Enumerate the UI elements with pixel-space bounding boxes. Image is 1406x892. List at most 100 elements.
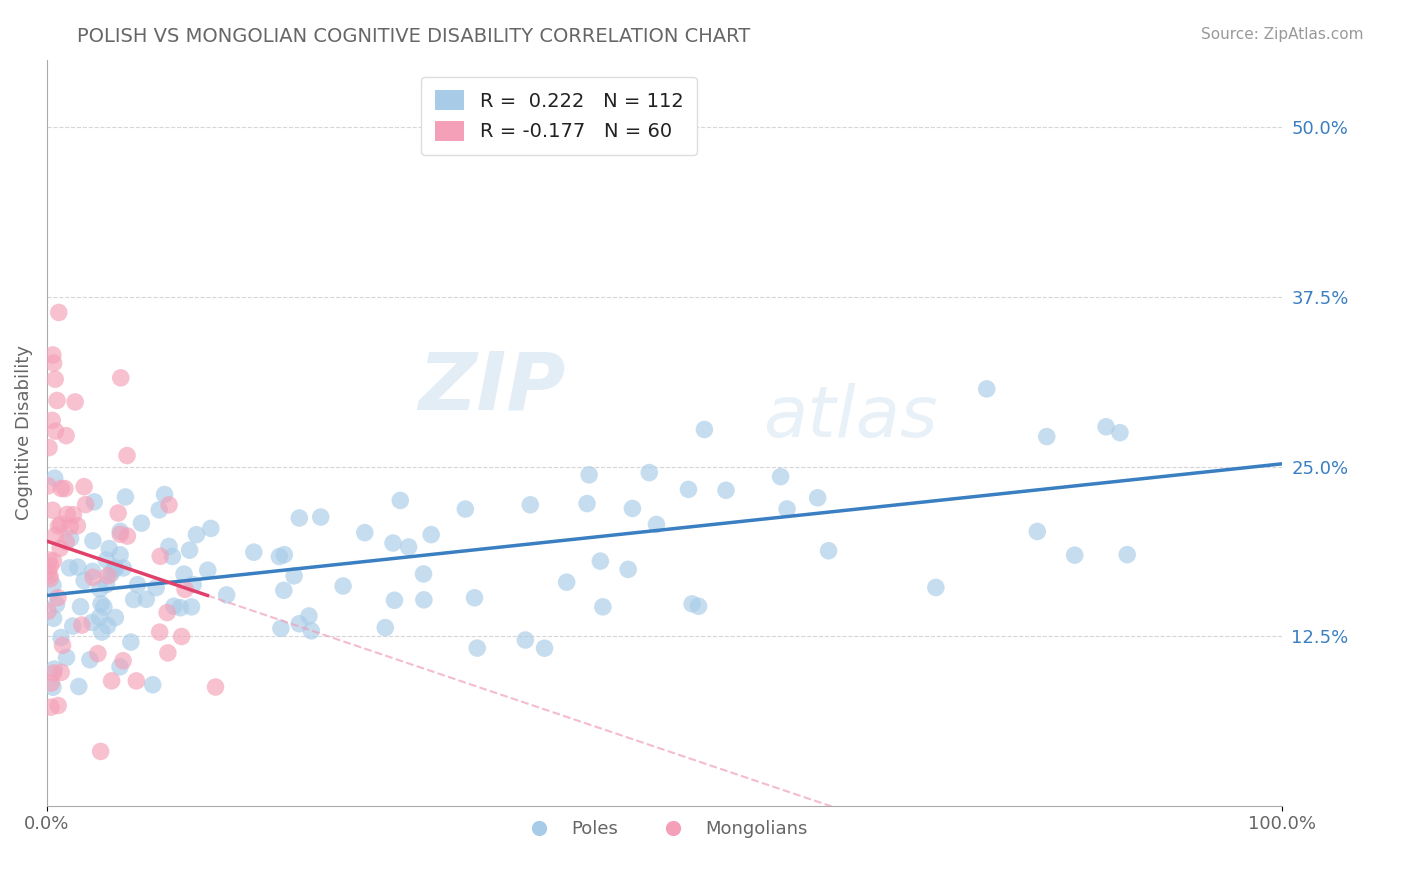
Point xyxy=(1095,419,1118,434)
Legend: Poles, Mongolians: Poles, Mongolians xyxy=(513,813,814,846)
Point xyxy=(817,543,839,558)
Point xyxy=(135,592,157,607)
Point xyxy=(463,591,485,605)
Point xyxy=(48,519,70,533)
Point xyxy=(108,660,131,674)
Point xyxy=(97,568,120,582)
Point xyxy=(63,395,86,409)
Point xyxy=(103,563,125,577)
Point xyxy=(49,517,72,532)
Point xyxy=(638,466,661,480)
Point xyxy=(87,647,110,661)
Point xyxy=(145,581,167,595)
Point xyxy=(75,498,97,512)
Point xyxy=(533,641,555,656)
Point xyxy=(215,588,238,602)
Point xyxy=(38,568,60,582)
Point xyxy=(117,529,139,543)
Text: ZIP: ZIP xyxy=(418,349,565,427)
Point xyxy=(97,618,120,632)
Point xyxy=(127,577,149,591)
Point xyxy=(174,582,197,597)
Point xyxy=(1116,548,1139,562)
Point xyxy=(181,577,204,591)
Point xyxy=(49,631,72,645)
Point xyxy=(515,633,537,648)
Point xyxy=(89,582,111,596)
Point xyxy=(66,518,89,533)
Point xyxy=(55,535,77,549)
Point xyxy=(420,527,443,541)
Point xyxy=(46,591,69,605)
Point xyxy=(41,503,63,517)
Point xyxy=(93,599,115,614)
Point xyxy=(37,479,59,493)
Point xyxy=(157,498,180,512)
Point xyxy=(42,680,65,694)
Point xyxy=(38,441,60,455)
Point xyxy=(53,482,76,496)
Point xyxy=(41,413,63,427)
Point xyxy=(48,305,70,319)
Point xyxy=(299,624,322,638)
Point xyxy=(148,503,170,517)
Point xyxy=(46,393,69,408)
Point xyxy=(100,566,122,581)
Point xyxy=(62,508,84,522)
Point xyxy=(96,553,118,567)
Point xyxy=(519,498,541,512)
Point xyxy=(104,561,127,575)
Point xyxy=(37,604,59,618)
Point xyxy=(243,545,266,559)
Point xyxy=(807,491,830,505)
Point xyxy=(283,569,305,583)
Point xyxy=(110,527,132,541)
Point xyxy=(288,511,311,525)
Point xyxy=(82,564,104,578)
Point xyxy=(384,593,406,607)
Point xyxy=(309,510,332,524)
Point xyxy=(58,561,80,575)
Point xyxy=(197,563,219,577)
Point xyxy=(454,502,477,516)
Point xyxy=(42,554,65,568)
Point xyxy=(412,566,434,581)
Point xyxy=(142,678,165,692)
Point xyxy=(82,533,104,548)
Point xyxy=(353,525,375,540)
Point xyxy=(110,371,132,385)
Point xyxy=(98,541,121,556)
Text: POLISH VS MONGOLIAN COGNITIVE DISABILITY CORRELATION CHART: POLISH VS MONGOLIAN COGNITIVE DISABILITY… xyxy=(77,27,751,45)
Point xyxy=(374,621,396,635)
Point xyxy=(693,422,716,436)
Point xyxy=(186,527,208,541)
Point xyxy=(96,577,118,591)
Point xyxy=(678,483,700,497)
Point xyxy=(83,495,105,509)
Point xyxy=(465,641,488,656)
Point xyxy=(681,597,703,611)
Point xyxy=(714,483,737,498)
Point xyxy=(67,680,90,694)
Point xyxy=(49,541,72,556)
Point xyxy=(976,382,998,396)
Point xyxy=(55,650,77,665)
Text: Source: ZipAtlas.com: Source: ZipAtlas.com xyxy=(1201,27,1364,42)
Point xyxy=(617,562,640,576)
Point xyxy=(170,630,193,644)
Point xyxy=(298,609,321,624)
Point xyxy=(645,517,668,532)
Point xyxy=(200,521,222,535)
Point xyxy=(273,548,295,562)
Point xyxy=(82,570,104,584)
Y-axis label: Cognitive Disability: Cognitive Disability xyxy=(15,345,32,520)
Point xyxy=(51,482,73,496)
Point xyxy=(112,654,135,668)
Point xyxy=(42,611,65,625)
Point xyxy=(156,606,179,620)
Point xyxy=(270,621,292,635)
Point xyxy=(44,424,66,438)
Point xyxy=(39,676,62,690)
Point xyxy=(79,653,101,667)
Point xyxy=(51,665,73,680)
